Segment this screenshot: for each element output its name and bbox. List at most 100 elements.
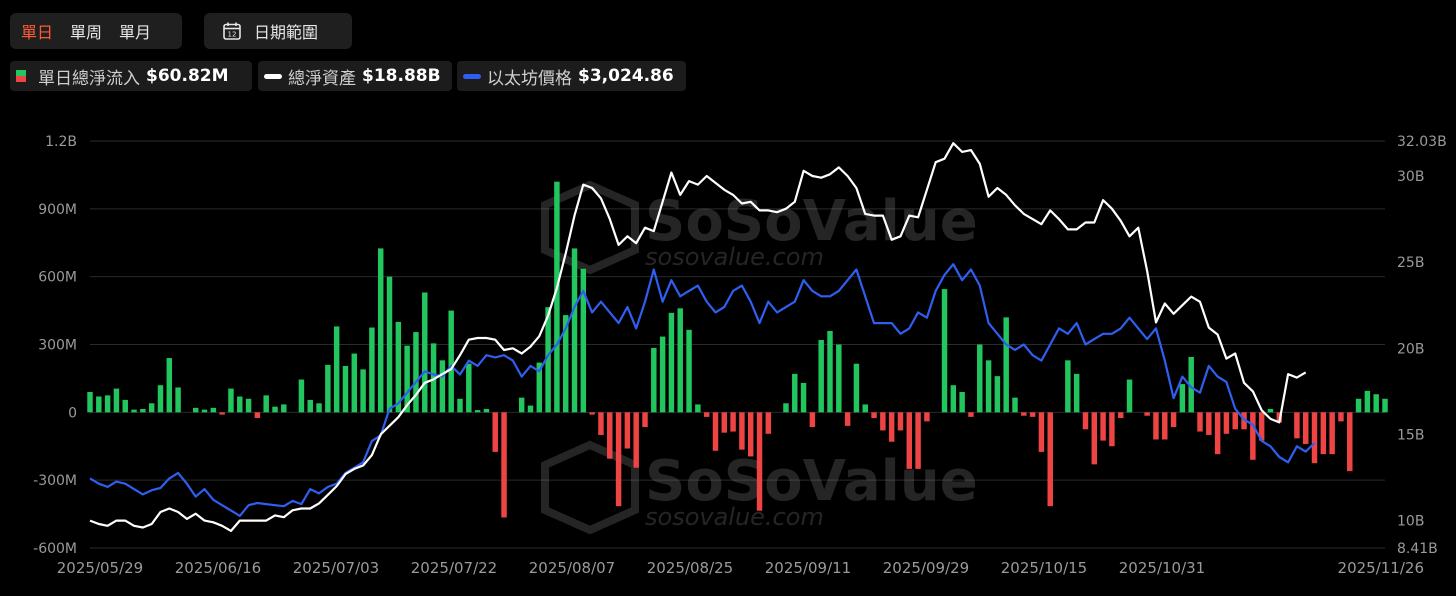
tab-monthly[interactable]: 單月 bbox=[119, 23, 152, 42]
inflow-bar bbox=[325, 364, 331, 413]
y-left-tick-label: 1.2B bbox=[45, 134, 77, 150]
y-right-tick-label: 8.41B bbox=[1397, 541, 1438, 557]
legend-net-assets[interactable]: 總淨資產 $18.88B bbox=[258, 61, 452, 91]
inflow-bar bbox=[615, 412, 622, 507]
x-tick-label: 2025/08/25 bbox=[647, 559, 733, 577]
inflow-bar bbox=[395, 321, 402, 413]
inflow-bar bbox=[96, 396, 102, 413]
legend-label: 單日總淨流入 bbox=[38, 68, 140, 89]
eth-price-line bbox=[89, 263, 1316, 518]
inflow-bar bbox=[624, 412, 631, 449]
date-range-label: 日期範圍 bbox=[254, 23, 319, 42]
series-lines bbox=[89, 142, 1316, 533]
inflow-bar bbox=[853, 363, 860, 413]
x-tick-label: 2025/10/31 bbox=[1119, 559, 1205, 577]
x-tick-label: 2025/09/29 bbox=[883, 559, 969, 577]
inflow-bar bbox=[607, 412, 613, 459]
inflow-bar bbox=[210, 407, 217, 413]
time-granularity-tabs: 單日 單周 單月 bbox=[10, 13, 182, 49]
y-right-tick-label: 15B bbox=[1397, 427, 1424, 443]
inflow-bar bbox=[809, 412, 816, 428]
x-tick-label: 2025/07/22 bbox=[411, 559, 497, 577]
watermark-brand: SoSoValue bbox=[645, 189, 978, 254]
inflow-bar bbox=[1373, 394, 1379, 413]
inflow-bar bbox=[836, 344, 842, 413]
inflow-bar bbox=[1170, 412, 1177, 428]
inflow-bar bbox=[333, 326, 340, 413]
inflow-bar bbox=[959, 391, 965, 413]
inflow-bar bbox=[148, 403, 155, 413]
inflow-bar bbox=[1214, 412, 1221, 455]
inflow-bar bbox=[281, 404, 287, 413]
inflow-bar bbox=[677, 308, 683, 413]
inflow-bar bbox=[157, 385, 164, 413]
legend-value: $60.82M bbox=[146, 66, 229, 86]
inflow-bar bbox=[941, 289, 948, 413]
net-assets-line bbox=[89, 142, 1307, 533]
inflow-bar bbox=[747, 412, 754, 457]
inflow-bar bbox=[1029, 412, 1036, 417]
legend-eth-price[interactable]: 以太坊價格 $3,024.86 bbox=[457, 61, 686, 91]
inflow-bar bbox=[844, 412, 851, 426]
y-left-tick-label: 900M bbox=[38, 202, 77, 218]
date-range-button[interactable]: 12 日期範圍 bbox=[204, 13, 352, 49]
inflow-bar bbox=[131, 409, 137, 413]
inflow-bar bbox=[439, 360, 446, 413]
legend-label: 以太坊價格 bbox=[487, 68, 572, 89]
inflow-bar bbox=[448, 310, 454, 413]
inflow-bar bbox=[457, 398, 463, 413]
inflow-bar bbox=[686, 329, 692, 413]
inflow-bar bbox=[862, 404, 868, 413]
legend-daily-net-inflow[interactable]: 單日總淨流入 $60.82M bbox=[10, 61, 252, 91]
inflow-bar bbox=[968, 412, 974, 417]
axis-labels: 1.2B 900M 600M 300M 0 -300M -600M 32.03B 30B 25B 2… bbox=[33, 134, 1447, 577]
x-tick-label: 2025/11/26 bbox=[1338, 559, 1424, 577]
inflow-bar bbox=[369, 327, 375, 413]
inflow-bar bbox=[1179, 384, 1186, 413]
inflow-bar bbox=[598, 412, 604, 435]
tab-weekly[interactable]: 單周 bbox=[70, 23, 103, 42]
inflow-bar bbox=[1382, 398, 1388, 413]
inflow-bar bbox=[897, 412, 904, 431]
inflow-bar bbox=[316, 403, 322, 413]
legend-value: $18.88B bbox=[362, 66, 441, 86]
inflow-bar bbox=[562, 315, 569, 413]
line-swatch-icon bbox=[264, 73, 282, 79]
x-tick-label: 2025/05/29 bbox=[57, 559, 143, 577]
inflow-bar bbox=[1223, 412, 1230, 434]
inflow-bar bbox=[880, 412, 886, 431]
inflow-bar bbox=[1082, 412, 1089, 430]
inflow-bar bbox=[1311, 412, 1318, 464]
y-right-tick-label: 20B bbox=[1397, 341, 1424, 357]
y-left-tick-label: 600M bbox=[38, 270, 77, 286]
y-left-tick-label: 300M bbox=[38, 338, 77, 354]
inflow-bar bbox=[1012, 397, 1018, 413]
y-left-tick-label: 0 bbox=[68, 405, 77, 421]
x-tick-label: 2025/08/07 bbox=[529, 559, 615, 577]
x-tick-label: 2025/10/15 bbox=[1001, 559, 1087, 577]
inflow-bar bbox=[1206, 412, 1212, 435]
inflow-bar bbox=[422, 292, 428, 413]
inflow-bar bbox=[994, 376, 1001, 413]
inflow-bar bbox=[122, 399, 128, 413]
inflow-bar bbox=[1188, 356, 1194, 413]
inflow-bar bbox=[527, 405, 534, 413]
inflow-bar bbox=[1100, 412, 1106, 441]
watermark-brand: SoSoValue bbox=[645, 449, 978, 514]
inflow-bar bbox=[950, 385, 957, 413]
x-tick-label: 2025/09/11 bbox=[765, 559, 851, 577]
inflow-bar bbox=[104, 395, 111, 413]
inflow-bar bbox=[377, 248, 384, 413]
inflow-bar bbox=[492, 412, 498, 452]
inflow-bar bbox=[501, 412, 507, 518]
inflow-bar bbox=[783, 403, 789, 413]
inflow-bar bbox=[915, 412, 921, 469]
inflow-bar bbox=[228, 388, 234, 413]
y-left-tick-label: -300M bbox=[33, 473, 77, 489]
inflow-bar bbox=[386, 276, 393, 413]
tab-daily[interactable]: 單日 bbox=[21, 23, 54, 42]
inflow-bar bbox=[571, 248, 578, 413]
inflow-bar bbox=[580, 268, 587, 413]
inflow-bar bbox=[1109, 412, 1115, 447]
inflow-bar bbox=[360, 369, 366, 413]
